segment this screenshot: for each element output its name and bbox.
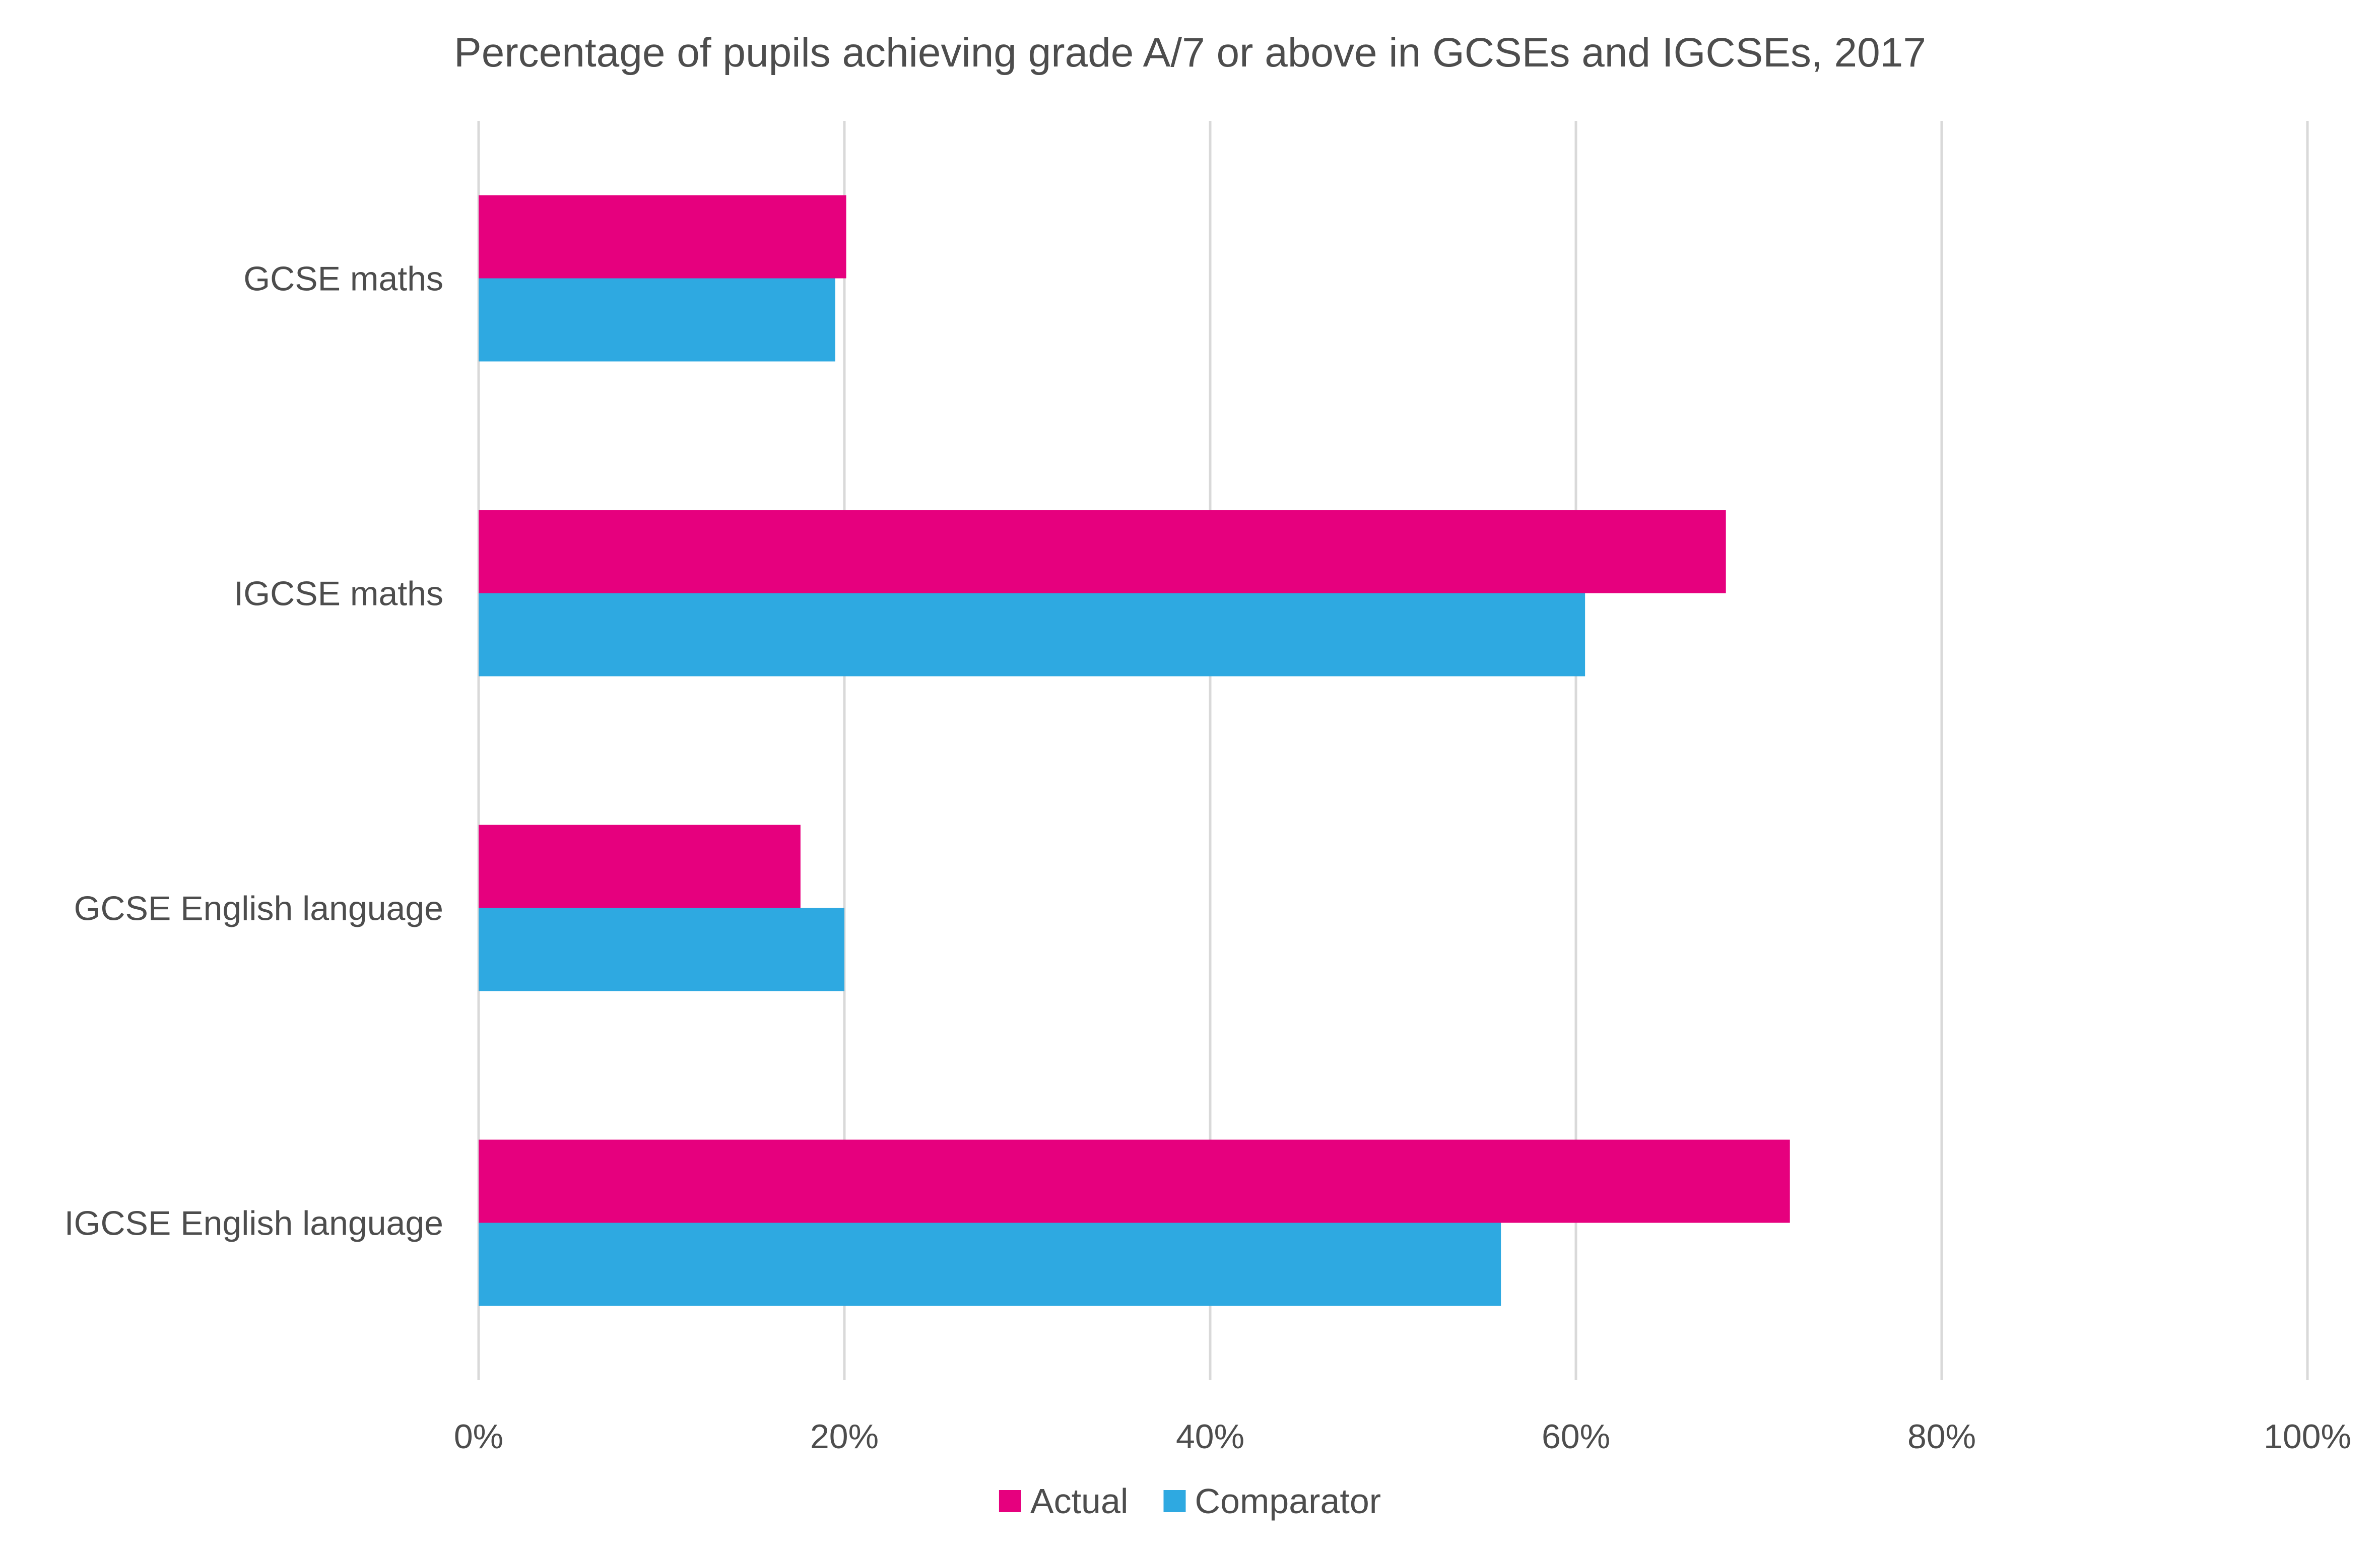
bar-comparator-3 bbox=[479, 908, 844, 991]
legend-swatch-comparator bbox=[1163, 1490, 1186, 1512]
category-labels: GCSE maths IGCSE maths GCSE English langua… bbox=[64, 260, 443, 1243]
bar-comparator-2 bbox=[479, 593, 1585, 677]
legend-label-actual: Actual bbox=[1030, 1481, 1129, 1521]
chart-title: Percentage of pupils achieving grade A/7… bbox=[454, 30, 1926, 76]
category-label: IGCSE English language bbox=[64, 1204, 443, 1243]
legend: Actual Comparator bbox=[999, 1481, 1381, 1521]
bar-actual-4 bbox=[479, 1139, 1790, 1223]
bar-comparator-4 bbox=[479, 1223, 1501, 1306]
legend-swatch-actual bbox=[999, 1490, 1021, 1512]
x-tick-label: 0% bbox=[454, 1417, 503, 1456]
x-axis-tick-labels: 0% 20% 40% 60% 80% 100% bbox=[454, 1417, 2351, 1456]
x-tick-label: 20% bbox=[810, 1417, 879, 1456]
x-tick-label: 80% bbox=[1907, 1417, 1976, 1456]
bar-actual-3 bbox=[479, 825, 801, 908]
x-tick-label: 60% bbox=[1542, 1417, 1610, 1456]
bar-actual-2 bbox=[479, 510, 1726, 593]
bar-actual-1 bbox=[479, 195, 846, 279]
legend-label-comparator: Comparator bbox=[1195, 1481, 1381, 1521]
bars bbox=[479, 195, 1790, 1306]
category-label: IGCSE maths bbox=[234, 575, 443, 613]
category-label: GCSE English language bbox=[74, 890, 443, 928]
category-label: GCSE maths bbox=[243, 260, 443, 298]
x-tick-label: 100% bbox=[2264, 1417, 2351, 1456]
bar-comparator-1 bbox=[479, 278, 835, 362]
x-tick-label: 40% bbox=[1176, 1417, 1244, 1456]
